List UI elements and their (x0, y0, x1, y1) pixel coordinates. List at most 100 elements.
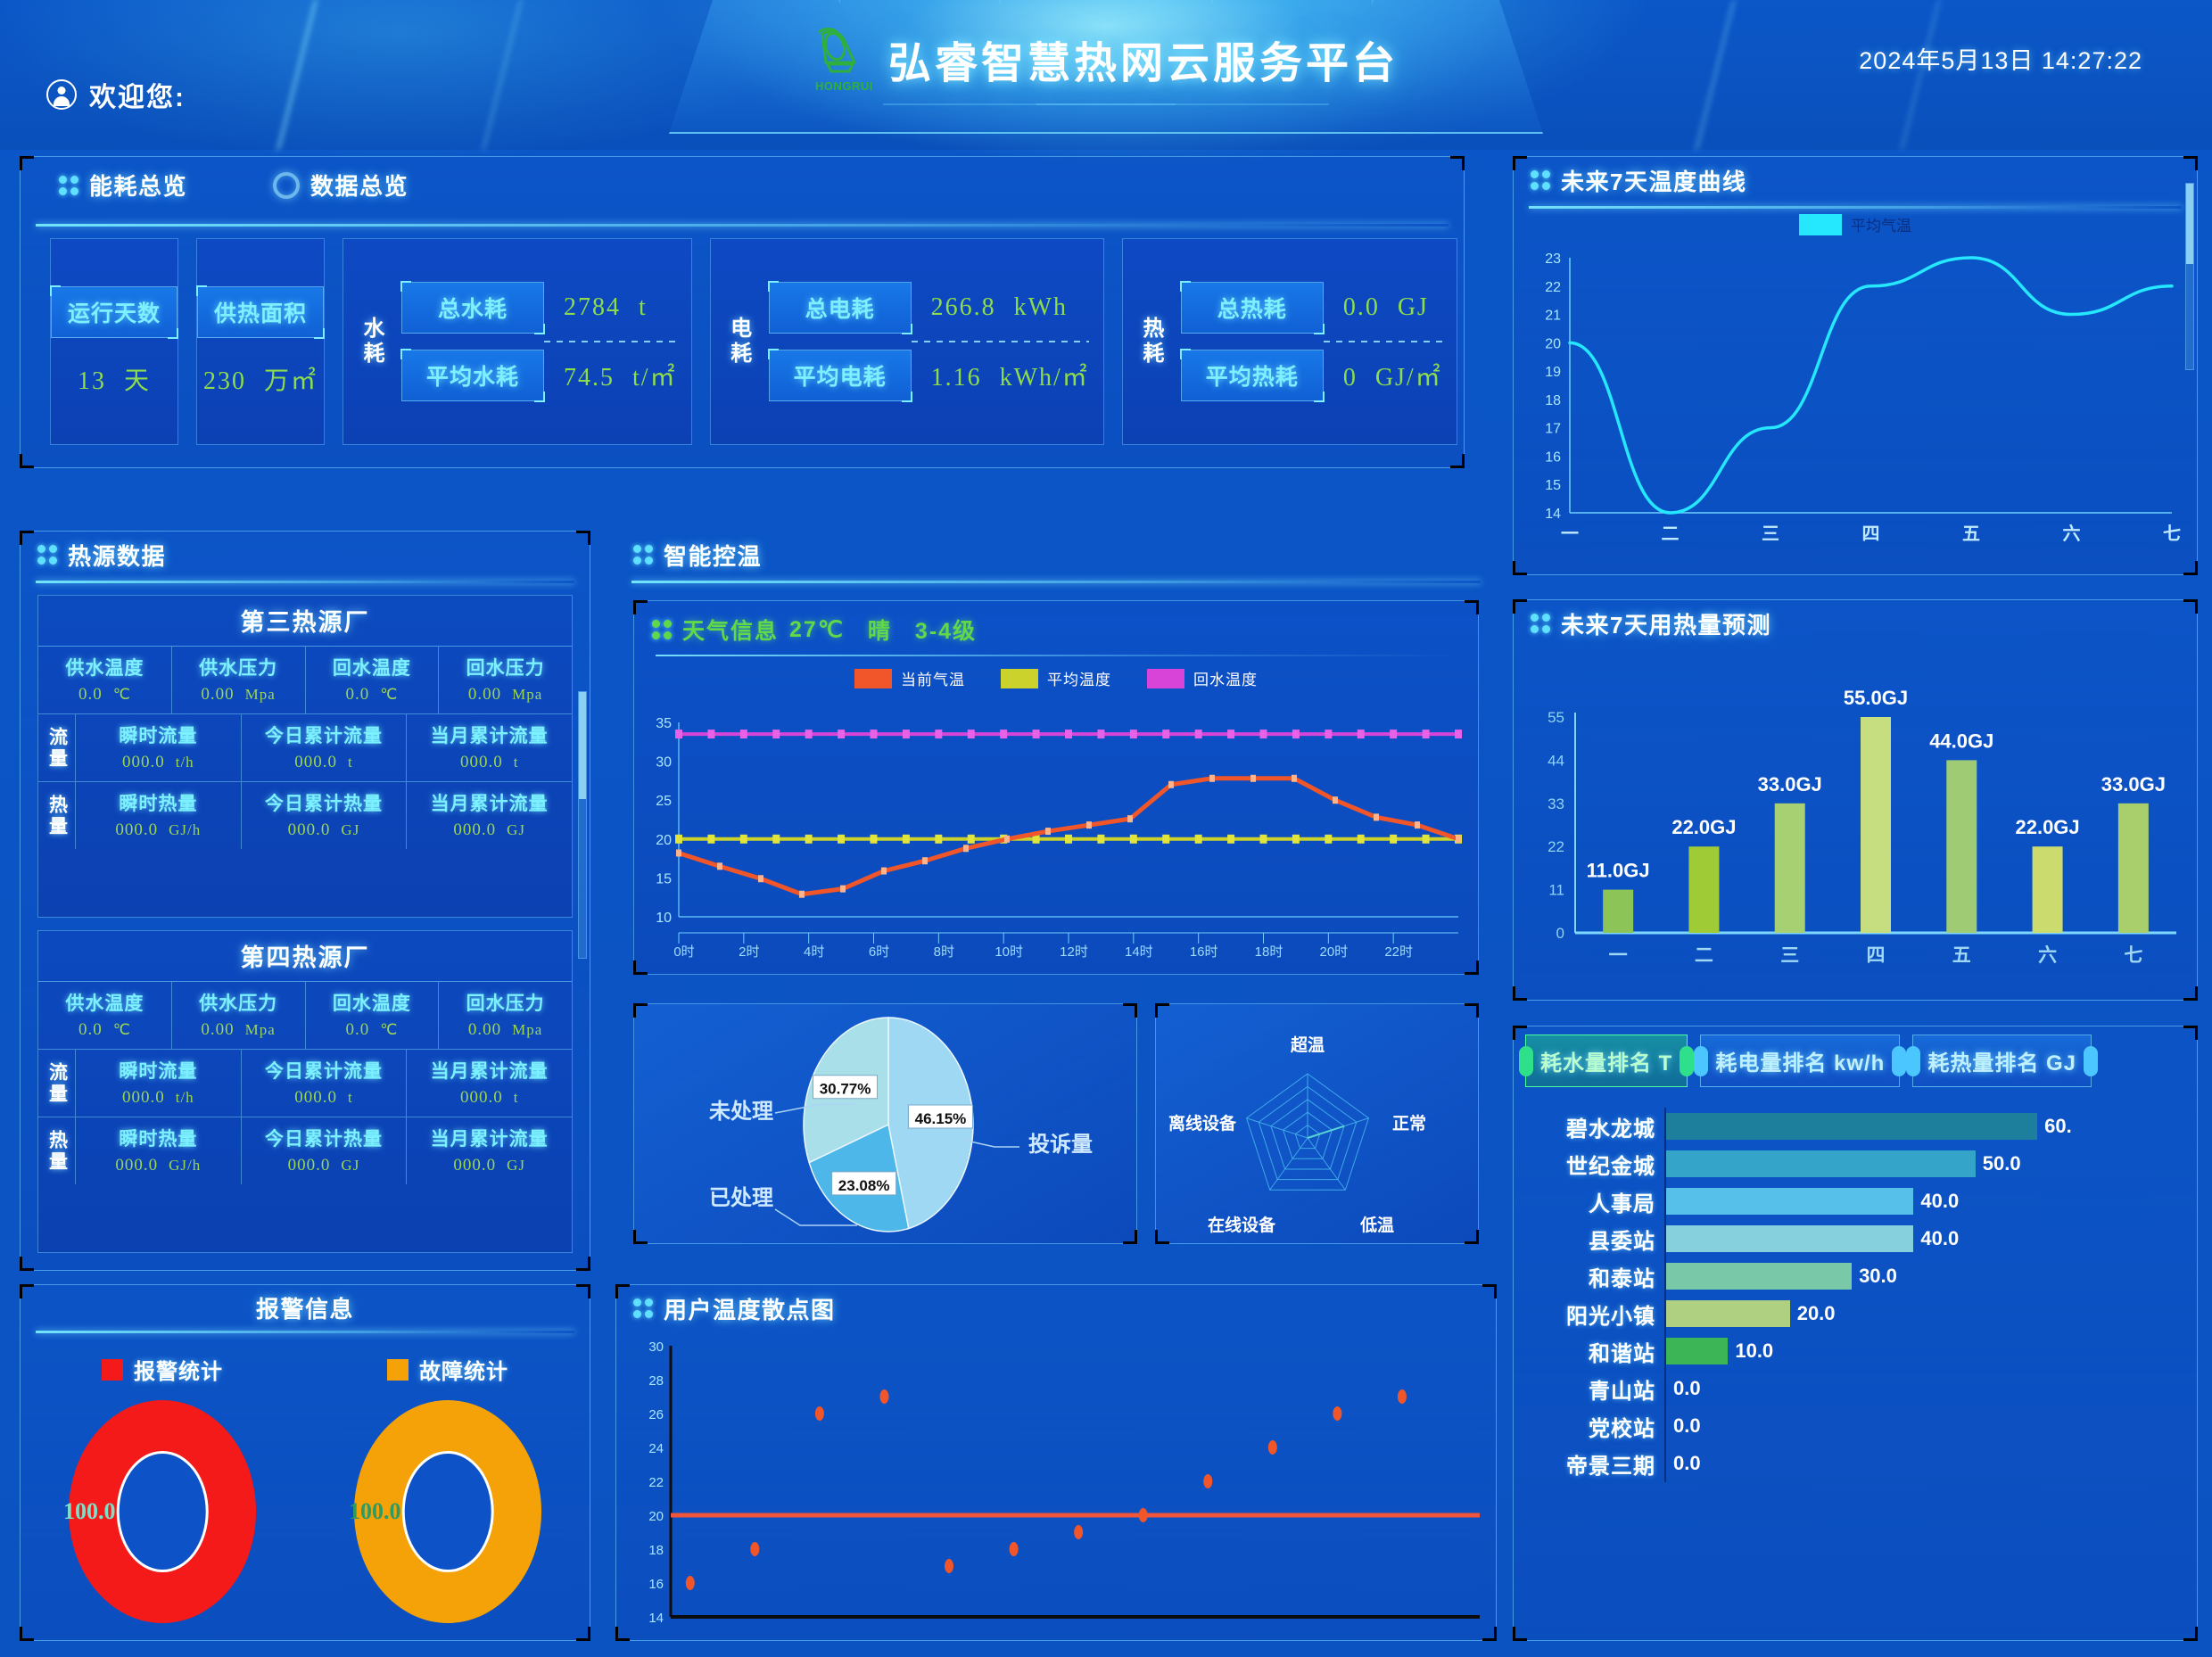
temp-curve-legend: 平均气温 (1799, 213, 1911, 235)
metric-value-block: 0.0 ℃ (310, 1020, 435, 1040)
metric-label: 供水温度 (65, 993, 144, 1014)
legend-item-return-temp[interactable]: 回水温度 (1147, 667, 1258, 689)
kpi-group-label: 热耗 (1138, 317, 1163, 367)
four-dots-icon (633, 1298, 653, 1318)
corner-decoration (1513, 561, 1527, 575)
kpi-card-running-days: 运行天数 13 天 (49, 238, 179, 445)
legend-item-alarm: 报警统计 (102, 1354, 223, 1385)
ranking-value: 50.0 (1982, 1152, 2021, 1175)
kpi-value: 266.8 (930, 293, 996, 321)
metric-cell: 今日累计流量 000.0 t (242, 714, 408, 781)
svg-text:11.0GJ: 11.0GJ (1587, 860, 1650, 882)
ranking-name: 和泰站 (1589, 1266, 1655, 1291)
tab-data-overview-label: 数据总览 (310, 173, 409, 200)
tab-heat-ranking[interactable]: 耗热量排名 GJ (1906, 1035, 2099, 1087)
metric-label: 当月累计流量 (430, 726, 549, 746)
legend-swatch (1147, 668, 1184, 688)
kpi-unit: GJ (1397, 293, 1429, 321)
page-title: 弘睿智慧热网云服务平台 (887, 40, 1399, 87)
legend-item-fault: 故障统计 (387, 1354, 508, 1385)
legend-item-current-temp[interactable]: 当前气温 (854, 667, 965, 689)
svg-text:在线设备: 在线设备 (1208, 1215, 1276, 1235)
panel-frame (615, 1284, 1497, 1641)
weather-chart-card: 天气信息 27℃ 晴 3-4级 当前气温 平均温度 回水温度 10 15 20 25 3… (633, 600, 1479, 975)
kpi-unit: kWh (1013, 293, 1069, 321)
corner-decoration (1123, 1230, 1137, 1244)
corner-decoration (1450, 454, 1465, 468)
tab-water-ranking[interactable]: 耗水量排名 T (1519, 1035, 1695, 1087)
ranking-track: 10.0 (1664, 1332, 2182, 1370)
corner-decoration (1450, 156, 1465, 170)
metric-cell: 瞬时热量 000.0 GJ/h (76, 782, 242, 849)
plant-heat-row: 热量 瞬时热量 000.0 GJ/h 今日累计热量 000.0 GJ 当月累计流量 … (38, 1117, 572, 1184)
metric-value-block: 0.00 Mpa (442, 685, 568, 705)
corner-decoration (1155, 1003, 1169, 1018)
tab-pill-right (1680, 1045, 1695, 1076)
metric-value: 000.0 (121, 753, 165, 771)
svg-text:已处理: 已处理 (709, 1186, 773, 1210)
metric-label: 今日累计热量 (265, 1129, 383, 1150)
metric-label: 回水压力 (466, 993, 545, 1014)
tab-energy-overview[interactable]: 能耗总览 (59, 169, 187, 202)
scrollbar[interactable] (578, 691, 587, 959)
corner-decoration (1513, 986, 1527, 1001)
tab-data-overview[interactable]: 数据总览 (273, 169, 409, 202)
tab-pill-right (1892, 1045, 1907, 1076)
metric-value-block: 000.0 GJ/h (79, 1156, 237, 1175)
metric-cell: 当月累计流量 000.0 GJ (407, 782, 572, 849)
panel-header: 未来7天用热量预测 (1513, 599, 2198, 647)
kpi-group-rows: 总水耗 2784 t 平均水耗 74.5 t/㎡ (400, 281, 677, 402)
metric-value: 000.0 (459, 1088, 503, 1107)
kpi-unit: t/㎡ (632, 364, 677, 392)
metric-unit: t (513, 754, 519, 771)
metric-value: 000.0 (459, 753, 503, 771)
metric-unit: ℃ (380, 1021, 399, 1038)
scatter-chart: 14 16 18 20 22 24 26 28 30 (648, 1340, 1480, 1626)
svg-text:21: 21 (1545, 309, 1561, 324)
corner-decoration (20, 1257, 34, 1271)
svg-text:28: 28 (648, 1373, 664, 1389)
metric-unit: GJ/h (169, 1157, 202, 1174)
svg-text:14: 14 (1545, 507, 1561, 522)
kpi-group-electricity: 电耗 总电耗 266.8 kWh 平均电耗 1.16 kWh/㎡ (709, 238, 1104, 445)
svg-text:离线设备: 离线设备 (1168, 1113, 1237, 1134)
ranking-value: 0.0 (1673, 1414, 1701, 1437)
metric-label: 当月累计流量 (430, 1129, 549, 1150)
metric-label: 瞬时热量 (119, 1129, 198, 1150)
ranking-name: 世纪金城 (1566, 1154, 1655, 1179)
svg-text:20: 20 (1545, 336, 1561, 351)
kpi-group-label: 水耗 (359, 317, 384, 367)
svg-text:30.77%: 30.77% (820, 1081, 871, 1098)
metric-label: 今日累计流量 (265, 1061, 383, 1082)
metric-cell: 供水压力 0.00 Mpa (172, 982, 306, 1049)
metric-cell: 今日累计热量 000.0 GJ (242, 1117, 408, 1184)
metric-value-block: 000.0 t (245, 1088, 403, 1108)
metric-label: 当月累计流量 (430, 1061, 549, 1082)
legend-swatch (387, 1358, 409, 1381)
corner-decoration (1513, 1627, 1527, 1641)
header-rule (631, 581, 1481, 583)
tab-electricity-ranking[interactable]: 耗电量排名 kw/h (1694, 1035, 1907, 1087)
scrollbar[interactable] (2185, 183, 2194, 370)
panel-header: 未来7天温度曲线 (1513, 156, 2198, 204)
metric-value-block: 000.0 t/h (79, 1088, 237, 1108)
tab-label: 耗水量排名 T (1540, 1051, 1673, 1076)
ranking-row: 阳光小镇 20.0 (1531, 1295, 2182, 1332)
tab-label: 耗热量排名 GJ (1927, 1051, 2077, 1076)
legend-item-avg-temp[interactable]: 平均温度 (1001, 667, 1111, 689)
svg-text:30: 30 (656, 755, 672, 771)
ranking-name: 碧水龙城 (1566, 1117, 1655, 1142)
ranking-name: 帝景三期 (1566, 1454, 1655, 1479)
four-dots-icon (652, 620, 672, 639)
tab-label: 耗电量排名 kw/h (1715, 1051, 1886, 1076)
metric-cell: 瞬时流量 000.0 t/h (76, 714, 242, 781)
corner-decoration (576, 531, 590, 545)
logo-wordmark: HONGRUI (814, 79, 873, 93)
four-dots-icon (1531, 170, 1550, 190)
metric-value-block: 000.0 GJ/h (79, 820, 237, 840)
plant-name: 第四热源厂 (38, 931, 572, 982)
ranking-value: 40.0 (1920, 1227, 1960, 1249)
svg-text:20时: 20时 (1319, 944, 1348, 960)
svg-text:22: 22 (1548, 838, 1564, 855)
svg-text:22: 22 (648, 1475, 664, 1490)
